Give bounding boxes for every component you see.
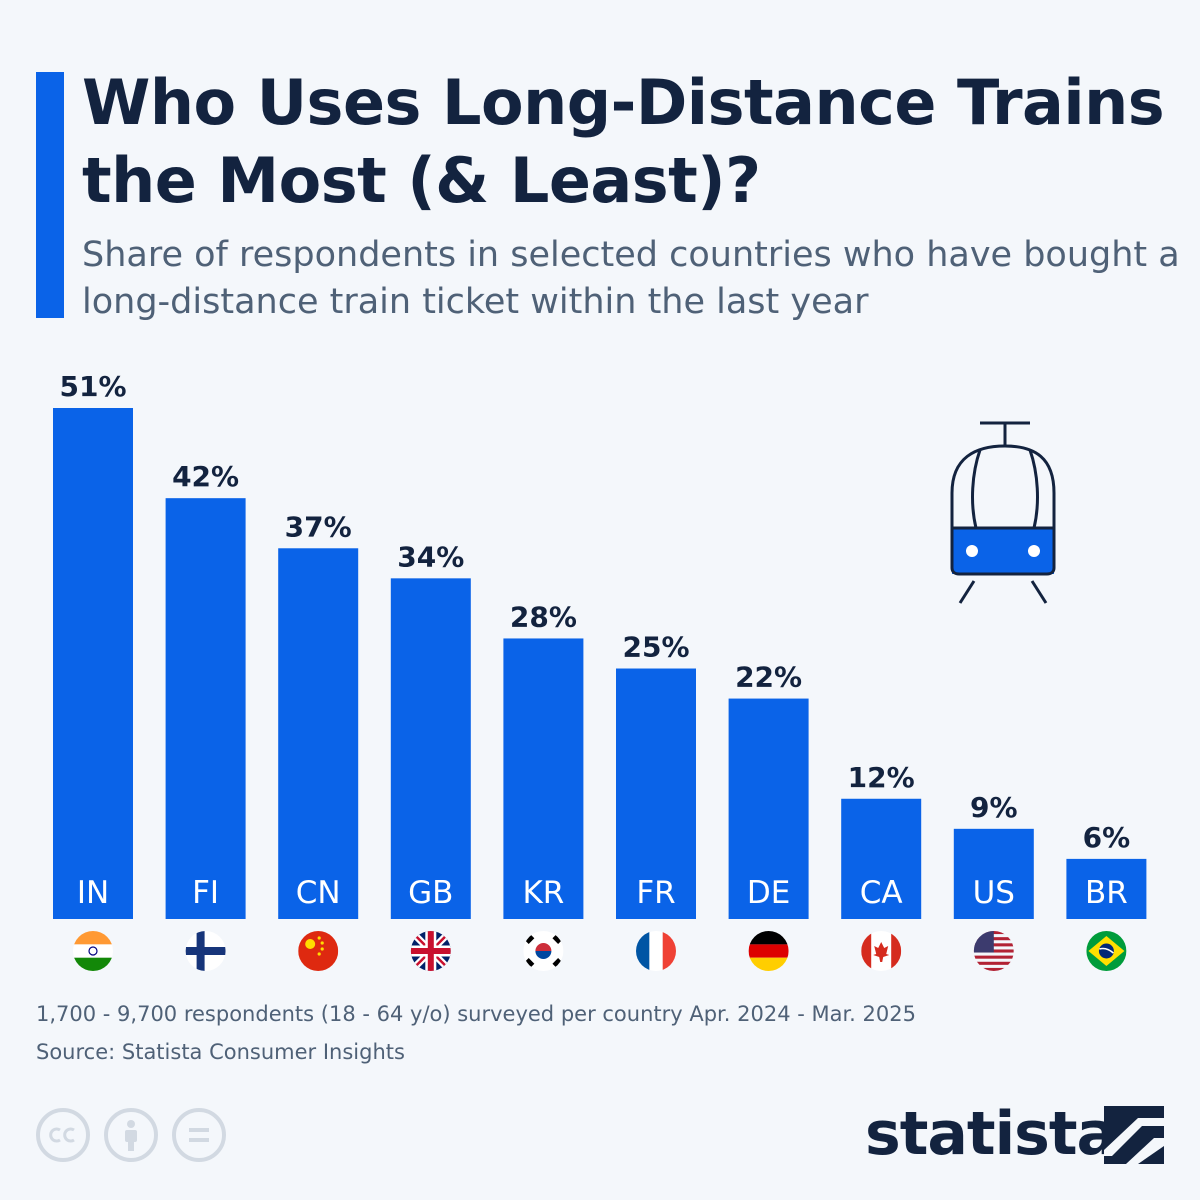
category-label: KR bbox=[522, 875, 564, 911]
chart-subtitle: Share of respondents in selected countri… bbox=[82, 235, 1180, 322]
bar-br bbox=[1066, 858, 1147, 919]
bar-value-label: 25% bbox=[622, 631, 689, 664]
bar-value-label: 34% bbox=[397, 540, 464, 573]
bar-fi bbox=[165, 498, 246, 919]
bar-chart: 51% IN 42% FI 37% CN 34% GB 28% KR 25% FR 22% DE 12% CA… bbox=[53, 370, 1147, 971]
source-note: Source: Statista Consumer Insights bbox=[36, 1040, 405, 1064]
bar-value-label: 37% bbox=[285, 510, 352, 543]
bar-gb bbox=[390, 578, 471, 919]
category-label: CA bbox=[860, 875, 903, 911]
category-label: BR bbox=[1085, 875, 1128, 911]
category-label: FR bbox=[636, 875, 675, 911]
bar-value-label: 12% bbox=[848, 761, 915, 794]
bar-value-label: 51% bbox=[59, 370, 126, 403]
flag-kr-icon bbox=[523, 931, 564, 971]
bar-kr bbox=[503, 638, 584, 919]
license-icons bbox=[36, 1108, 226, 1162]
category-label: DE bbox=[747, 875, 790, 911]
attribution-icon[interactable] bbox=[104, 1108, 158, 1162]
bar-de bbox=[728, 698, 809, 919]
flag-ca-icon bbox=[861, 931, 902, 971]
flag-gb-icon bbox=[410, 931, 451, 971]
bar-value-label: 28% bbox=[510, 600, 577, 633]
flag-cn-icon bbox=[298, 931, 339, 971]
category-label: IN bbox=[77, 875, 109, 911]
cc-icon[interactable] bbox=[36, 1108, 90, 1162]
bar-cn bbox=[278, 548, 359, 919]
category-label: US bbox=[973, 875, 1015, 911]
flag-fr-icon bbox=[636, 931, 676, 971]
bar-in bbox=[53, 408, 133, 919]
bar-value-label: 22% bbox=[735, 661, 802, 694]
flag-in-icon bbox=[73, 931, 113, 971]
statista-logo-text[interactable]: statista bbox=[865, 1099, 1117, 1169]
survey-note: 1,700 - 9,700 respondents (18 - 64 y/o) … bbox=[36, 1002, 916, 1026]
category-label: CN bbox=[296, 875, 341, 911]
bar-value-label: 42% bbox=[172, 460, 239, 493]
bar-value-label: 9% bbox=[970, 791, 1018, 824]
bar-value-label: 6% bbox=[1083, 821, 1131, 854]
train-icon bbox=[950, 421, 1056, 604]
flag-de-icon bbox=[748, 931, 789, 971]
bar-ca bbox=[841, 798, 922, 919]
category-label: GB bbox=[408, 875, 453, 911]
flag-br-icon bbox=[1086, 931, 1127, 971]
flag-fi-icon bbox=[185, 931, 226, 971]
bar-fr bbox=[616, 668, 696, 919]
statista-logo-icon bbox=[1104, 1106, 1164, 1164]
flag-us-icon bbox=[973, 931, 1014, 971]
category-label: FI bbox=[192, 875, 219, 911]
chart-title: Who Uses Long-Distance Trains the Most (… bbox=[82, 66, 1165, 217]
no-derivatives-icon[interactable] bbox=[172, 1108, 226, 1162]
title-accent-bar bbox=[36, 72, 64, 318]
bar-us bbox=[953, 828, 1034, 919]
